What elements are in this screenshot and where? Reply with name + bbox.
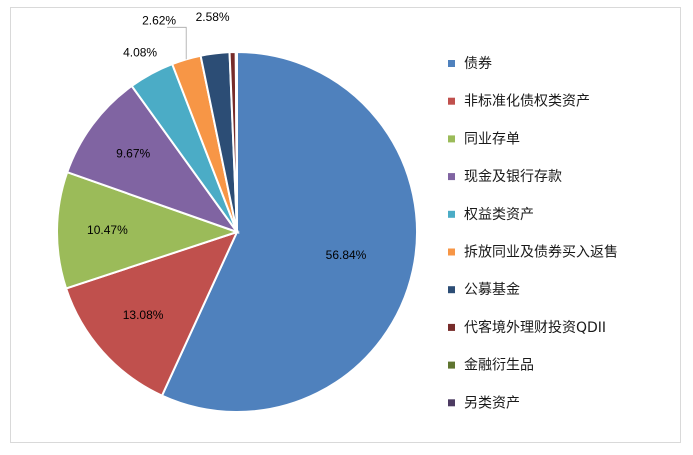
data-label-1: 13.08%: [123, 308, 164, 322]
leader-line-5: [167, 26, 187, 60]
legend-swatch-5: [448, 248, 455, 256]
data-labels: 56.84% 13.08% 10.47% 9.67% 4.08% 2.62% 2.58%: [87, 10, 367, 322]
pie-slice-3: [65, 84, 240, 235]
legend-label-8: 金融衍生品: [464, 358, 534, 374]
legend-swatch-8: [448, 361, 455, 369]
data-label-3: 9.67%: [116, 146, 150, 160]
data-label-6: 2.58%: [196, 10, 230, 24]
legend-swatch-9: [448, 399, 455, 407]
pie-slice-9: [235, 50, 238, 233]
legend-swatch-4: [448, 210, 455, 218]
legend-label-5: 拆放同业及债券买入返售: [464, 245, 618, 261]
legend-label-1: 非标准化债权类资产: [464, 94, 590, 110]
legend: 债券非标准化债权类资产同业存单现金及银行存款权益类资产拆放同业及债券买入返售公募…: [448, 56, 618, 411]
legend-label-9: 另类资产: [464, 395, 520, 411]
legend-label-6: 公募基金: [464, 281, 520, 298]
pie-slice-0: [160, 50, 418, 413]
pie-slice-1: [64, 230, 239, 397]
legend-swatch-0: [448, 60, 455, 67]
data-label-2: 10.47%: [87, 223, 128, 237]
legend-label-4: 权益类资产: [464, 207, 534, 223]
legend-swatch-6: [448, 286, 455, 294]
legend-swatch-1: [448, 97, 455, 105]
pie-slices: [56, 50, 418, 413]
legend-swatch-3: [448, 173, 455, 181]
legend-swatch-2: [448, 135, 455, 143]
legend-swatch-7: [448, 323, 455, 331]
data-label-0: 56.84%: [326, 248, 367, 262]
data-label-5: 2.62%: [142, 13, 176, 27]
data-label-4: 4.08%: [123, 45, 157, 59]
leader-lines: [167, 26, 187, 60]
legend-label-7: 代客境外理财投资QDII: [464, 319, 606, 336]
legend-label-3: 现金及银行存款: [464, 169, 562, 185]
pie-slice-2: [56, 170, 241, 290]
legend-label-2: 同业存单: [464, 131, 520, 147]
legend-label-0: 债券: [464, 56, 492, 72]
